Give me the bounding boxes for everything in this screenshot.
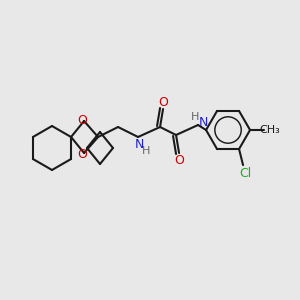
Text: O: O: [77, 113, 87, 127]
Text: O: O: [174, 154, 184, 166]
Text: N: N: [198, 116, 208, 130]
Text: N: N: [134, 139, 144, 152]
Text: H: H: [191, 112, 199, 122]
Text: H: H: [142, 146, 150, 156]
Text: CH₃: CH₃: [260, 125, 280, 135]
Text: Cl: Cl: [239, 167, 251, 180]
Text: O: O: [158, 95, 168, 109]
Text: O: O: [77, 148, 87, 160]
